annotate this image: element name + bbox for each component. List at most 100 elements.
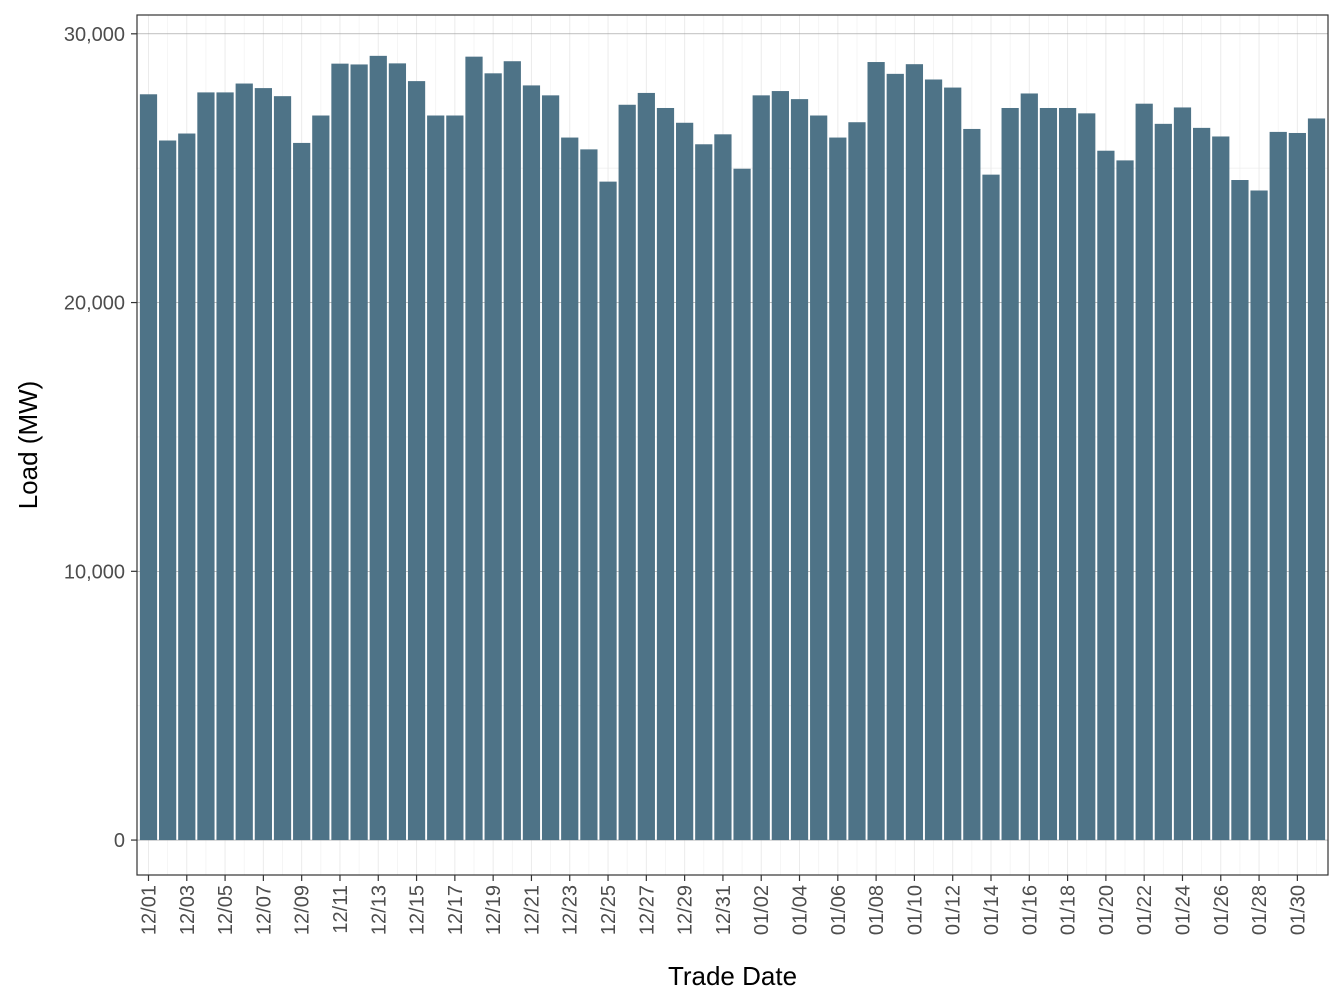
x-tick-label: 01/26	[1211, 885, 1233, 935]
x-tick-label: 12/15	[407, 885, 429, 935]
bar-12-20	[503, 61, 521, 841]
bar-12-18	[465, 56, 483, 841]
bar-01-07	[848, 122, 866, 841]
x-tick-label: 12/19	[483, 885, 505, 935]
x-tick-label: 12/13	[368, 885, 390, 935]
bar-12-26	[618, 104, 636, 841]
bar-01-16	[1020, 93, 1038, 841]
bar-12-27	[637, 92, 655, 841]
bar-01-20	[1097, 150, 1115, 841]
bar-01-29	[1269, 131, 1287, 841]
x-axis-title: Trade Date	[668, 961, 797, 991]
x-tick-label: 01/04	[790, 885, 812, 935]
x-tick-label: 12/25	[598, 885, 620, 935]
bar-01-17	[1039, 107, 1058, 841]
bar-12-25	[599, 181, 617, 841]
bar-12-21	[522, 85, 541, 841]
x-tick-label: 01/06	[828, 885, 850, 935]
bar-12-09	[293, 142, 311, 841]
y-tick-label: 30,000	[64, 24, 125, 46]
x-tick-label: 12/09	[292, 885, 314, 935]
bar-12-11	[331, 63, 349, 841]
x-tick-label: 01/30	[1287, 885, 1309, 935]
bar-01-06	[829, 137, 847, 841]
plot-panel-border	[136, 14, 1329, 876]
bar-01-11	[924, 79, 943, 841]
y-tick-label: 20,000	[64, 293, 125, 315]
bar-12-29	[676, 122, 694, 841]
bar-01-24	[1173, 107, 1192, 841]
x-tick-label: 01/12	[943, 885, 965, 935]
x-tick-label: 12/21	[521, 885, 543, 935]
bar-01-08	[867, 62, 885, 841]
bars	[139, 55, 1326, 841]
x-tick-label: 01/02	[751, 885, 773, 935]
bar-12-15	[407, 81, 426, 841]
bar-12-03	[178, 133, 196, 841]
bar-01-01	[733, 168, 751, 841]
x-tick-label: 01/08	[866, 885, 888, 935]
y-tick-label: 0	[114, 830, 125, 852]
bar-01-18	[1058, 107, 1077, 841]
x-tick-label: 12/05	[215, 885, 237, 935]
bar-01-02	[752, 95, 770, 841]
bar-01-21	[1116, 160, 1134, 841]
bar-12-04	[197, 92, 215, 841]
bar-12-14	[388, 63, 407, 841]
bar-12-13	[369, 55, 387, 841]
bar-01-03	[771, 91, 789, 841]
bar-01-31	[1307, 118, 1326, 841]
bar-01-09	[886, 73, 904, 841]
bar-12-05	[216, 92, 234, 841]
bar-12-12	[350, 64, 368, 841]
bar-01-10	[905, 64, 924, 841]
x-tick-label: 01/24	[1172, 885, 1194, 935]
bar-12-06	[235, 83, 253, 841]
bar-12-30	[695, 144, 713, 841]
x-tick-label: 01/16	[1019, 885, 1041, 935]
x-tick-label: 01/14	[981, 885, 1003, 935]
y-tick-label: 10,000	[64, 561, 125, 583]
bar-12-31	[714, 134, 732, 841]
bar-01-13	[963, 128, 981, 841]
x-tick-label: 01/28	[1249, 885, 1271, 935]
bar-12-08	[273, 96, 292, 841]
bar-01-14	[982, 174, 1000, 841]
bar-01-22	[1135, 103, 1153, 841]
bar-01-15	[1001, 107, 1019, 841]
bar-01-12	[944, 87, 962, 841]
bar-01-30	[1288, 132, 1306, 841]
bar-12-07	[254, 88, 272, 841]
bar-12-24	[580, 149, 598, 841]
bar-01-27	[1231, 180, 1249, 841]
x-tick-label: 12/01	[138, 885, 160, 935]
x-tick-label: 12/27	[636, 885, 658, 935]
bar-12-16	[427, 115, 445, 841]
bar-01-04	[790, 99, 809, 841]
bar-12-17	[446, 115, 464, 841]
y-axis: 0 10,000 20,000 30,000	[64, 24, 137, 852]
x-tick-label: 12/29	[675, 885, 697, 935]
x-tick-label: 01/18	[1058, 885, 1080, 935]
x-tick-label: 01/22	[1134, 885, 1156, 935]
bar-01-05	[810, 115, 828, 841]
x-axis: 12/01 12/03 12/05 12/07 12/09 12/11 12/13 12/15…	[138, 875, 1309, 935]
bar-12-23	[561, 137, 579, 841]
x-tick-label: 12/17	[445, 885, 467, 935]
bar-12-22	[541, 95, 560, 841]
x-tick-label: 12/07	[253, 885, 275, 935]
bar-01-25	[1193, 127, 1211, 841]
bar-01-28	[1250, 190, 1268, 841]
bar-01-19	[1078, 113, 1096, 841]
x-tick-label: 12/31	[713, 885, 735, 935]
bar-12-19	[484, 73, 502, 841]
bar-12-02	[159, 140, 177, 841]
bar-12-28	[656, 107, 675, 841]
bar-01-23	[1154, 123, 1172, 841]
bar-12-10	[312, 115, 330, 841]
bar-01-26	[1212, 136, 1230, 841]
x-tick-label: 01/20	[1096, 885, 1118, 935]
x-tick-label: 12/23	[560, 885, 582, 935]
bar-12-01	[139, 94, 158, 841]
